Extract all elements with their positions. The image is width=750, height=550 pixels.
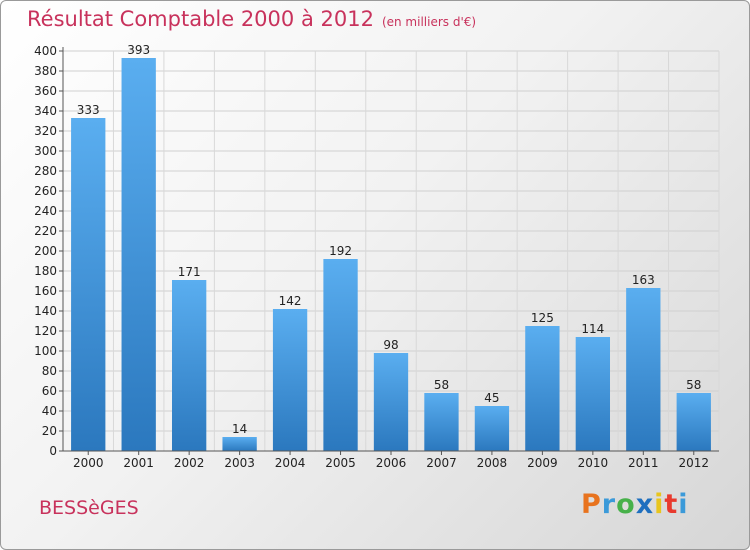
bar-value-label: 192 (329, 244, 352, 258)
y-tick-label: 340 (34, 104, 57, 118)
bar-value-label: 98 (383, 338, 398, 352)
y-tick-label: 160 (34, 284, 57, 298)
logo-letter: i (678, 489, 689, 520)
bar (626, 288, 661, 451)
bar-value-label: 333 (77, 103, 100, 117)
x-tick-label: 2002 (174, 456, 205, 470)
y-tick-label: 60 (42, 384, 57, 398)
x-tick-label: 2008 (477, 456, 508, 470)
bar (373, 353, 409, 451)
bar (474, 406, 510, 451)
logo-letter: o (616, 489, 636, 520)
y-tick-label: 40 (42, 404, 57, 418)
bar (222, 437, 257, 451)
x-tick-label: 2003 (224, 456, 255, 470)
y-tick-label: 100 (34, 344, 57, 358)
bar-value-label: 393 (127, 43, 150, 57)
bars: 333 393 171 14 142 192 98 58 45 125 114 163 58 (71, 43, 711, 451)
y-tick-label: 0 (49, 444, 57, 458)
x-tick-label: 2006 (376, 456, 407, 470)
bar (525, 326, 560, 451)
bar (272, 309, 308, 451)
x-tick-label: 2007 (426, 456, 457, 470)
bar-value-label: 45 (484, 391, 499, 405)
x-tick-label: 2012 (678, 456, 709, 470)
logo-letter: x (635, 489, 655, 520)
x-tick-label: 2010 (578, 456, 609, 470)
bar-value-label: 125 (531, 311, 554, 325)
page-title: Résultat Comptable 2000 à 2012 (en millie… (27, 7, 476, 31)
bar-value-label: 58 (434, 378, 449, 392)
x-tick-label: 2004 (275, 456, 306, 470)
bar (575, 337, 611, 451)
logo-letter: i (654, 489, 665, 520)
proxiti-logo: Proxiti (581, 489, 689, 520)
town-name: BESSèGES (39, 497, 139, 519)
bar (676, 393, 711, 451)
y-tick-label: 320 (34, 124, 57, 138)
logo-letter: t (664, 489, 679, 520)
x-tick-label: 2001 (123, 456, 154, 470)
y-tick-label: 300 (34, 144, 57, 158)
y-tick-label: 260 (34, 184, 57, 198)
bar-value-label: 114 (581, 322, 604, 336)
x-tick-label: 2009 (527, 456, 558, 470)
y-tick-label: 380 (34, 64, 57, 78)
bar (323, 259, 358, 451)
bar (171, 280, 207, 451)
y-tick-label: 140 (34, 304, 57, 318)
bar (71, 118, 106, 451)
x-tick-label: 2005 (325, 456, 356, 470)
y-tick-label: 400 (34, 44, 57, 58)
y-tick-label: 360 (34, 84, 57, 98)
x-tick-label: 2011 (628, 456, 659, 470)
bar (121, 58, 156, 451)
bar-value-label: 14 (232, 422, 247, 436)
chart-subtitle: (en milliers d'€) (381, 15, 477, 29)
axes: 0 20 40 60 80 100 120 140 160 180 200 220 240 260 280 3… (34, 44, 719, 470)
logo-letter: r (601, 489, 617, 520)
y-tick-label: 220 (34, 224, 57, 238)
bar-value-label: 58 (686, 378, 701, 392)
bar (424, 393, 459, 451)
logo-letter: P (581, 489, 602, 520)
y-tick-label: 80 (42, 364, 57, 378)
y-tick-label: 180 (34, 264, 57, 278)
y-tick-label: 200 (34, 244, 57, 258)
bar-value-label: 171 (178, 265, 201, 279)
bar-value-label: 142 (279, 294, 302, 308)
chart-title: Résultat Comptable 2000 à 2012 (27, 7, 374, 31)
y-tick-label: 120 (34, 324, 57, 338)
x-tick-label: 2000 (73, 456, 104, 470)
bar-value-label: 163 (632, 273, 655, 287)
y-tick-label: 240 (34, 204, 57, 218)
y-tick-label: 280 (34, 164, 57, 178)
y-tick-label: 20 (42, 424, 57, 438)
